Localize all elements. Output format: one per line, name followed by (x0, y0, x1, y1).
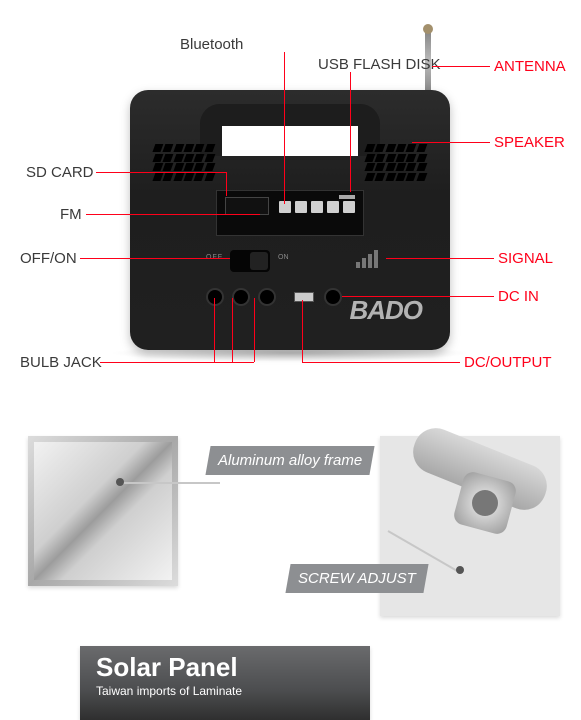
callout-line (432, 66, 490, 67)
panel-button (295, 201, 307, 213)
speaker-grill-right (366, 144, 426, 180)
screw-bolt (472, 490, 498, 516)
label-off-on: OFF/ON (20, 250, 77, 267)
label-fm: FM (60, 206, 82, 223)
solar-panel-title: Solar Panel (96, 652, 238, 683)
callout-line (412, 142, 490, 143)
label-bluetooth: Bluetooth (180, 36, 243, 53)
label-usb-flash: USB FLASH DISK (318, 56, 441, 73)
usb-slot-icon (339, 195, 355, 199)
label-dc-in: DC IN (498, 288, 539, 305)
callout-line (342, 296, 494, 297)
usb-output-port (294, 292, 314, 302)
panel-button (279, 201, 291, 213)
panel-button (327, 201, 339, 213)
callout-line (96, 172, 226, 173)
bulb-jack-ports (208, 290, 274, 304)
on-text: ON (278, 254, 289, 261)
tag-pointer-dot (456, 566, 464, 574)
lcd-screen (225, 197, 269, 215)
brand-logo: BADO (349, 295, 422, 326)
callout-line (80, 258, 230, 259)
label-speaker: SPEAKER (494, 134, 565, 151)
callout-line (302, 300, 303, 362)
callout-line (86, 214, 260, 215)
control-panel (216, 190, 364, 236)
photo-aluminum-inner (34, 442, 172, 580)
panel-button (311, 201, 323, 213)
speaker-grill-left (154, 144, 214, 180)
callout-line (254, 298, 255, 362)
callout-line (350, 72, 351, 192)
solar-panel-subtitle: Taiwan imports of Laminate (96, 684, 242, 698)
callout-line (214, 298, 215, 362)
label-bulb-jack: BULB JACK (20, 354, 102, 371)
device-handle (200, 104, 380, 156)
label-dc-output: DC/OUTPUT (464, 354, 552, 371)
product-device: OFF ON BADO (130, 90, 450, 350)
power-switch (230, 250, 270, 272)
tag-screw: SCREW ADJUST (285, 564, 428, 593)
panel-button (343, 201, 355, 213)
tag-pointer-dot (116, 478, 124, 486)
callout-line (226, 172, 227, 196)
tag-aluminum-text: Aluminum alloy frame (218, 452, 362, 469)
callout-line (284, 52, 285, 204)
signal-bars-icon (356, 250, 378, 268)
tag-aluminum: Aluminum alloy frame (205, 446, 374, 475)
callout-line (302, 362, 460, 363)
callout-line (232, 298, 233, 362)
callout-line (386, 258, 494, 259)
dc-in-port (326, 290, 340, 304)
tag-screw-text: SCREW ADJUST (298, 570, 416, 587)
label-signal: SIGNAL (498, 250, 553, 267)
callout-line (100, 362, 254, 363)
tag-pointer-line (120, 482, 220, 484)
label-sd-card: SD CARD (26, 164, 94, 181)
label-antenna: ANTENNA (494, 58, 566, 75)
